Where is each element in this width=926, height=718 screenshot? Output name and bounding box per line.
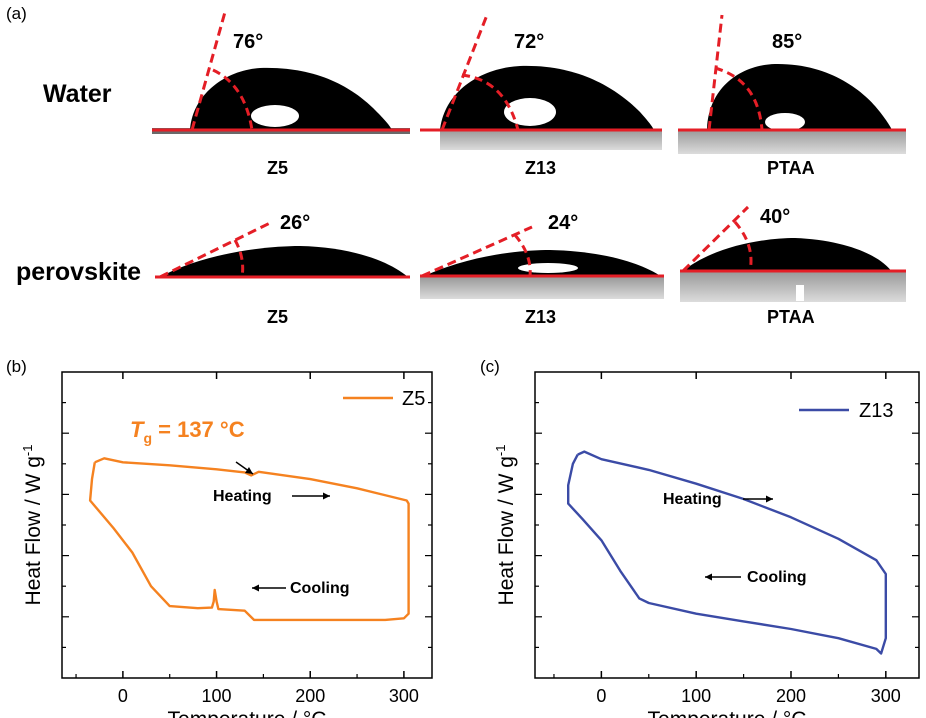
perovskite-z13-drop [420,225,664,299]
x-tick-label: 0 [118,686,128,706]
panel-a-label: (a) [6,4,27,23]
water-z13-drop [420,14,662,150]
sample-perovskite-ptaa: PTAA [767,307,815,327]
tangent-line [159,220,273,279]
series-line-z5 [88,457,410,622]
cooling-label: Cooling [290,580,350,597]
series-line-z13 [566,450,887,655]
heating-label: Heating [663,491,722,508]
dsc-chart-z13: 0 100 200 300 Temperature / °C Heat Flow / W … [493,371,920,718]
tg-symbol: T [130,417,145,442]
tg-arrow-head [245,467,253,474]
sample-water-z5: Z5 [267,158,289,178]
sample-water-ptaa: PTAA [767,158,815,178]
tangent-line [707,14,724,131]
x-tick-label: 0 [596,686,606,706]
x-tick-label: 300 [389,686,419,706]
angle-arc [714,66,764,131]
substrate [678,130,906,154]
contact-angle-images [152,11,906,302]
tangent-line [440,14,489,131]
perovskite-z5-drop [155,220,410,279]
annotation-arrow-head [705,573,712,581]
angle-water-z5: 76° [233,31,264,53]
y-axis-label-sup: -1 [20,445,35,457]
row-label-perovskite: perovskite [16,258,142,286]
row-label-water: Water [43,80,112,108]
droplet [682,238,892,272]
droplet-reflection [765,113,805,131]
droplet [707,63,892,130]
angle-arc [233,239,245,278]
y-axis-label: Heat Flow / W g-1 [493,445,518,606]
water-ptaa-drop [678,14,906,154]
sample-perovskite-z5: Z5 [267,307,289,327]
droplet-reflection [251,105,299,127]
droplet-reflection [518,263,578,273]
x-tick-label: 100 [681,686,711,706]
angle-water-z13: 72° [514,31,545,53]
annotation-arrow-head [766,495,773,503]
tangent-line [190,11,227,131]
angle-water-ptaa: 85° [772,31,803,53]
tg-value: = 137 °C [152,417,245,442]
x-axis-label: Temperature / °C [168,708,327,718]
panel-c-label: (c) [480,357,500,376]
droplet [160,246,408,277]
dsc-chart-z5: 0 100 200 300 Temperature / °C Heat Flow / W … [20,371,433,718]
tangent-line [421,225,533,278]
angle-arc [513,234,532,277]
water-z5-drop [152,11,410,134]
substrate [440,130,662,150]
y-axis-label-sup: -1 [493,445,508,457]
angle-arc [212,68,254,131]
x-tick-label: 300 [871,686,901,706]
x-axis-label: Temperature / °C [648,708,807,718]
legend-label: Z13 [859,400,893,422]
plot-frame [61,371,433,679]
sample-perovskite-z13: Z13 [525,307,557,327]
x-tick-label: 100 [202,686,232,706]
droplet [440,65,654,130]
tg-subscript: g [143,430,152,446]
x-tick-label: 200 [776,686,806,706]
substrate-gap [796,285,804,301]
panel-b-label: (b) [6,357,27,376]
tg-annotation: Tg = 137 °C [130,417,245,446]
x-tick-label: 200 [295,686,325,706]
substrate [420,277,664,299]
angle-perovskite-ptaa: 40° [760,206,791,228]
perovskite-ptaa-drop [680,205,906,302]
cooling-label: Cooling [747,569,807,586]
angle-perovskite-z5: 26° [280,212,311,234]
droplet-reflection [504,98,556,126]
droplet [190,67,392,130]
annotation-arrow-head [323,492,330,500]
angle-arc [461,73,520,131]
legend-label: Z5 [402,388,425,410]
angle-arc [733,221,753,272]
heating-label: Heating [213,488,272,505]
y-axis-label: Heat Flow / W g-1 [20,445,45,606]
substrate [680,272,906,302]
sample-water-z13: Z13 [525,158,557,178]
tangent-line [681,205,750,273]
annotation-arrow-head [252,584,259,592]
angle-perovskite-z13: 24° [548,212,579,234]
